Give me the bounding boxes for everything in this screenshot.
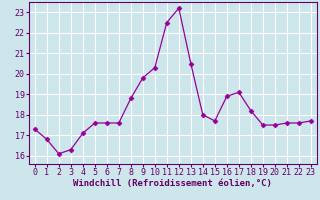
X-axis label: Windchill (Refroidissement éolien,°C): Windchill (Refroidissement éolien,°C) [73,179,272,188]
